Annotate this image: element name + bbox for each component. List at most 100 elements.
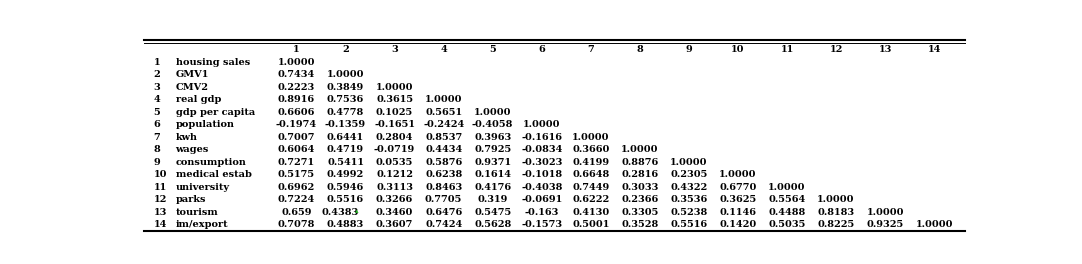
Text: 3: 3 <box>392 45 398 54</box>
Text: 11: 11 <box>780 45 793 54</box>
Text: 4: 4 <box>440 45 447 54</box>
Text: 0.8537: 0.8537 <box>425 133 462 142</box>
Text: 0.3607: 0.3607 <box>375 220 413 229</box>
Text: 6: 6 <box>539 45 545 54</box>
Text: 0.2816: 0.2816 <box>621 170 659 179</box>
Text: 0.7007: 0.7007 <box>278 133 315 142</box>
Text: 0.5475: 0.5475 <box>474 208 512 216</box>
Text: 0.1146: 0.1146 <box>720 208 756 216</box>
Text: 0.3266: 0.3266 <box>375 195 413 204</box>
Text: 1.0000: 1.0000 <box>720 170 756 179</box>
Text: 0.6238: 0.6238 <box>425 170 462 179</box>
Text: 7: 7 <box>154 133 160 142</box>
Text: 1.0000: 1.0000 <box>768 183 806 192</box>
Text: medical estab: medical estab <box>175 170 251 179</box>
Text: 0.1614: 0.1614 <box>474 170 511 179</box>
Text: -0.163: -0.163 <box>525 208 559 216</box>
Text: 6: 6 <box>154 120 160 129</box>
Text: 1.0000: 1.0000 <box>278 58 315 67</box>
Text: 0.6962: 0.6962 <box>278 183 315 192</box>
Text: 14: 14 <box>927 45 941 54</box>
Text: -0.1974: -0.1974 <box>276 120 317 129</box>
Text: 0.6770: 0.6770 <box>720 183 756 192</box>
Text: university: university <box>175 183 229 192</box>
Text: 10: 10 <box>731 45 744 54</box>
Text: parks: parks <box>175 195 206 204</box>
Text: 0.3460: 0.3460 <box>375 208 413 216</box>
Text: 0.4199: 0.4199 <box>572 158 609 167</box>
Text: 0.3305: 0.3305 <box>621 208 659 216</box>
Text: 0.5411: 0.5411 <box>327 158 364 167</box>
Text: 0.7271: 0.7271 <box>278 158 315 167</box>
Text: -0.1573: -0.1573 <box>522 220 563 229</box>
Text: 3: 3 <box>154 83 160 92</box>
Text: 0.8463: 0.8463 <box>425 183 462 192</box>
Text: CMV2: CMV2 <box>175 83 209 92</box>
Text: 0.6064: 0.6064 <box>278 145 315 154</box>
Text: 0.7424: 0.7424 <box>425 220 462 229</box>
Text: 0.659: 0.659 <box>281 208 312 216</box>
Text: kwh: kwh <box>175 133 198 142</box>
Text: 1.0000: 1.0000 <box>572 133 609 142</box>
Text: 0.5001: 0.5001 <box>572 220 609 229</box>
Text: 0.9371: 0.9371 <box>474 158 511 167</box>
Text: 1: 1 <box>293 45 300 54</box>
Text: 0.6476: 0.6476 <box>425 208 462 216</box>
Text: gdp per capita: gdp per capita <box>175 107 254 117</box>
Text: 12: 12 <box>830 45 843 54</box>
Text: 0.5651: 0.5651 <box>425 107 462 117</box>
Text: 0.3113: 0.3113 <box>377 183 413 192</box>
Text: 0.8183: 0.8183 <box>818 208 855 216</box>
Text: -0.1359: -0.1359 <box>325 120 366 129</box>
Text: 5: 5 <box>154 107 160 117</box>
Text: 0.3615: 0.3615 <box>377 95 413 104</box>
Text: 0.1212: 0.1212 <box>377 170 413 179</box>
Text: im/export: im/export <box>175 220 228 229</box>
Text: 0.3536: 0.3536 <box>670 195 708 204</box>
Text: 0.7705: 0.7705 <box>425 195 462 204</box>
Text: -0.2424: -0.2424 <box>423 120 464 129</box>
Text: 0.5175: 0.5175 <box>278 170 315 179</box>
Text: 0.319: 0.319 <box>477 195 507 204</box>
Text: -0.0691: -0.0691 <box>522 195 563 204</box>
Text: 0.5516: 0.5516 <box>327 195 364 204</box>
Text: 9: 9 <box>154 158 160 167</box>
Text: 1.0000: 1.0000 <box>817 195 855 204</box>
Text: 0.2804: 0.2804 <box>375 133 413 142</box>
Text: real gdp: real gdp <box>175 95 221 104</box>
Text: 0.4176: 0.4176 <box>474 183 511 192</box>
Text: 0.4883: 0.4883 <box>327 220 365 229</box>
Text: 0.5238: 0.5238 <box>670 208 708 216</box>
Text: 0.2223: 0.2223 <box>278 83 315 92</box>
Text: 0.0535: 0.0535 <box>375 158 413 167</box>
Text: 1.0000: 1.0000 <box>670 158 708 167</box>
Text: tourism: tourism <box>175 208 219 216</box>
Text: ▴: ▴ <box>355 209 358 214</box>
Text: 0.3033: 0.3033 <box>621 183 659 192</box>
Text: 0.6648: 0.6648 <box>572 170 609 179</box>
Text: 4: 4 <box>154 95 160 104</box>
Text: 0.5946: 0.5946 <box>327 183 365 192</box>
Text: -0.4058: -0.4058 <box>472 120 513 129</box>
Text: 1.0000: 1.0000 <box>523 120 560 129</box>
Text: 0.1420: 0.1420 <box>720 220 756 229</box>
Text: 0.6441: 0.6441 <box>327 133 364 142</box>
Text: 0.8916: 0.8916 <box>278 95 315 104</box>
Text: 0.4383: 0.4383 <box>321 208 359 216</box>
Text: 0.4778: 0.4778 <box>327 107 365 117</box>
Text: 8: 8 <box>154 145 160 154</box>
Text: 1.0000: 1.0000 <box>867 208 903 216</box>
Text: 0.4992: 0.4992 <box>327 170 365 179</box>
Text: 1.0000: 1.0000 <box>327 70 365 79</box>
Text: 10: 10 <box>154 170 168 179</box>
Text: 0.5564: 0.5564 <box>768 195 806 204</box>
Text: 0.4322: 0.4322 <box>670 183 708 192</box>
Text: consumption: consumption <box>175 158 247 167</box>
Text: 0.3963: 0.3963 <box>474 133 512 142</box>
Text: 0.4719: 0.4719 <box>327 145 364 154</box>
Text: 0.5516: 0.5516 <box>671 220 708 229</box>
Text: 0.2305: 0.2305 <box>670 170 708 179</box>
Text: 0.3660: 0.3660 <box>572 145 609 154</box>
Text: GMV1: GMV1 <box>175 70 209 79</box>
Text: 8: 8 <box>636 45 643 54</box>
